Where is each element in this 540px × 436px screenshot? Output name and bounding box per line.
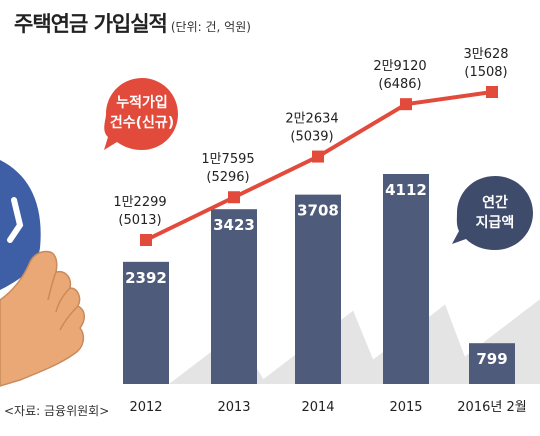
hand-illustration: [0, 160, 85, 387]
bar-legend-bubble: 연간 지급액: [452, 176, 533, 250]
line-marker: [228, 191, 240, 204]
line-sub-label: (5039): [290, 130, 333, 145]
line-legend-bubble: 누적가입 건수(신규): [104, 78, 178, 150]
line-marker: [312, 150, 324, 163]
bar-value-label: 3423: [213, 216, 255, 234]
bar: [383, 174, 429, 384]
line-value-label: 1만2299: [113, 195, 166, 210]
line-legend-label-2: 건수(신규): [110, 114, 174, 131]
bar: [211, 209, 257, 384]
line-legend-label-1: 누적가입: [116, 94, 168, 111]
x-tick-label: 2013: [217, 400, 250, 415]
bar: [295, 194, 341, 384]
bar-series: [123, 174, 515, 384]
x-tick-label: 2015: [389, 400, 422, 415]
bar: [469, 343, 515, 384]
x-tick-label: 2016년 2월: [457, 400, 526, 415]
line-sub-label: (5296): [206, 170, 249, 185]
chart-title-text: 주택연금 가입실적: [14, 12, 168, 36]
bar-shadow: [515, 366, 540, 384]
unit-label: (단위: 건, 억원): [170, 20, 251, 34]
bar-legend-label-2: 지급액: [476, 214, 515, 231]
line-sub-label: (6486): [378, 77, 421, 92]
line-marker: [140, 234, 152, 246]
bar-legend-label-1: 연간: [482, 194, 508, 211]
x-tick-labels: 2012 2013 2014 2015 2016년 2월: [129, 400, 526, 415]
line-value-label: 2만9120: [373, 59, 426, 74]
line-series: 1만2299 (5013) 1만7595 (5296) 2만2634 (5039) 2만91…: [113, 47, 509, 246]
chart-title: 주택연금 가입실적 (단위: 건, 억원): [14, 8, 251, 38]
x-tick-label: 2014: [301, 400, 334, 415]
line-marker: [486, 86, 498, 98]
bar: [123, 261, 169, 384]
line-sub-label: (1508): [464, 65, 507, 80]
bar-value-label: 2392: [125, 269, 167, 287]
line-marker: [400, 98, 412, 111]
line-sub-label: (5013): [118, 213, 161, 228]
source-note: <자료: 금융위원회>: [4, 404, 110, 418]
line-value-label: 2만2634: [285, 112, 338, 127]
bar-value-labels: 2392 3423 3708 4112 799: [125, 181, 508, 368]
bar-value-label: 3708: [297, 202, 339, 220]
x-tick-label: 2012: [129, 400, 162, 415]
bar-value-label: 4112: [385, 181, 427, 199]
bar-value-label: 799: [476, 350, 507, 368]
line-value-label: 3만628: [463, 47, 508, 62]
line-value-label: 1만7595: [201, 152, 254, 167]
